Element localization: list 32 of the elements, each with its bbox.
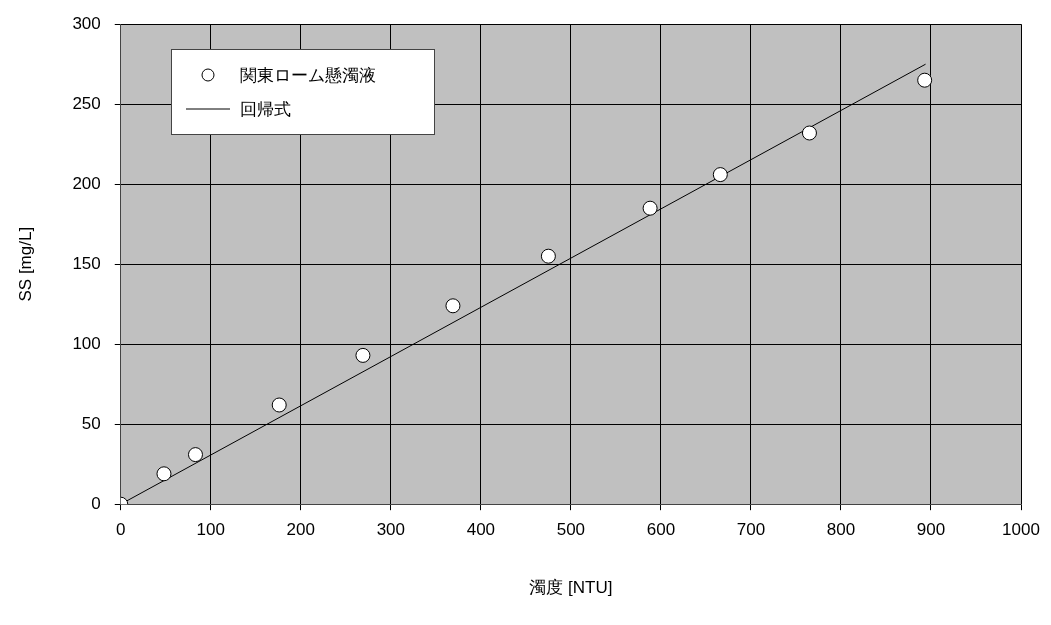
x-tick-label: 300 [376,520,406,540]
x-tick-label: 400 [466,520,496,540]
point [271,397,287,413]
point [355,347,371,363]
point [540,248,556,264]
point [156,466,172,482]
y-tick-label: 300 [72,13,101,33]
x-tick-label: 800 [826,520,856,540]
x-tick-label: 1000 [1002,520,1040,540]
point [917,72,933,88]
legend-label: 回帰式 [239,97,291,121]
x-tick-label: 500 [556,520,586,540]
x-tick-label: 200 [286,520,315,540]
x-tick-label: 100 [196,520,225,540]
y-tick-label: 50 [81,413,101,433]
legend-label: 関東ローム懸濁液 [239,63,376,87]
x-axis-title: 濁度 [NTU] [529,578,613,598]
point [187,447,203,463]
x-tick-label: 900 [916,520,946,540]
y-tick-label: 100 [72,333,101,353]
point [712,167,728,183]
point [801,125,817,141]
x-tick-label: 0 [116,520,126,540]
y-tick-label: 150 [72,253,101,273]
y-tick-label: 200 [72,173,101,193]
point [642,200,658,216]
y-tick-label: 250 [72,93,101,113]
x-tick-label: 600 [646,520,676,540]
y-axis-title: SS [mg/L] [15,226,35,302]
point [445,298,461,314]
y-tick-label: 0 [91,493,101,513]
x-tick-label: 700 [736,520,766,540]
